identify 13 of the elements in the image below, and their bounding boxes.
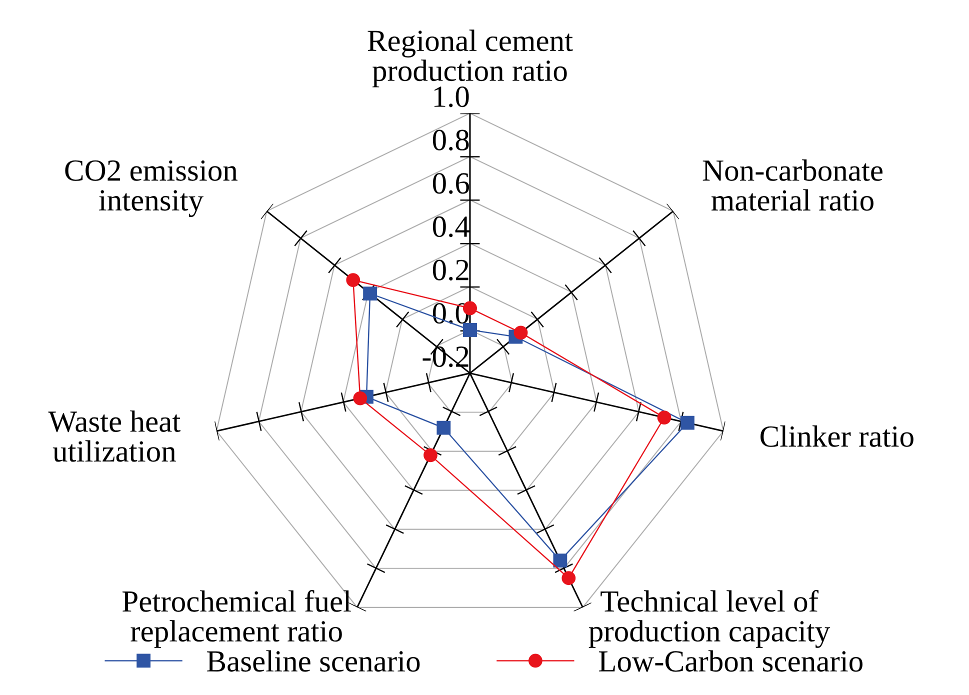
spoke-label: Technical level of production capacity: [588, 590, 830, 648]
spoke-label: Petrochemical fuel replacement ratio: [122, 590, 351, 648]
y-tick-label: 0.2: [432, 260, 468, 280]
y-tick-label: 1.0: [434, 86, 469, 108]
spoke-label: Clinker ratio: [760, 425, 914, 447]
y-tick-label: 0.6: [432, 173, 470, 194]
spoke-label: CO2 emission intensity: [65, 160, 238, 218]
legend-label: Low-Carbon scenario: [598, 650, 862, 672]
legend-label: Baseline scenario: [207, 650, 420, 672]
spoke-label: Waste heat utilization: [48, 410, 180, 462]
spoke-label: Non-carbonate material ratio: [702, 159, 882, 211]
spoke-label: Regional cement production ratio: [368, 30, 573, 88]
y-tick-label: 0.8: [432, 130, 469, 151]
